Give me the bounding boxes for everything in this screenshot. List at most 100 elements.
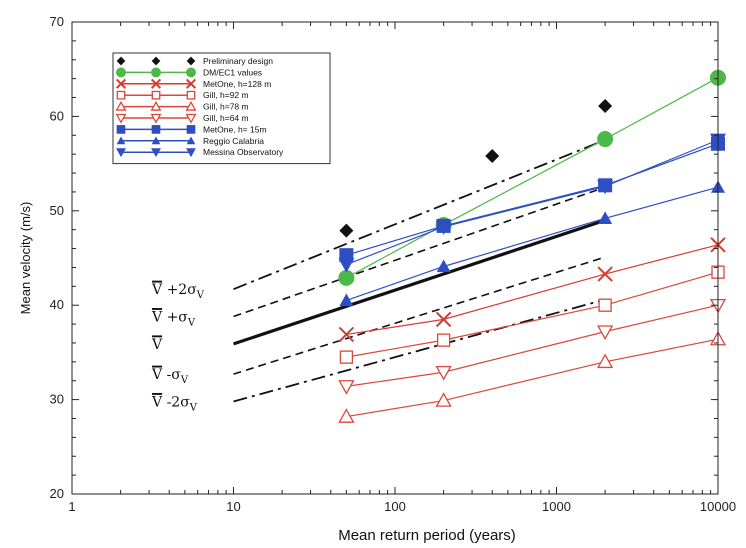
band-label-subscript: V (196, 290, 205, 301)
data-point (597, 179, 614, 195)
legend-marker (186, 148, 196, 158)
data-point (436, 333, 451, 347)
band-label-offset: +2σ (162, 282, 197, 298)
legend-marker (116, 56, 126, 66)
legend-entry: Gill, h=92 m (116, 90, 249, 100)
data-point (338, 326, 355, 343)
series-line (346, 186, 719, 302)
legend-entry: MetOne, h=128 m (115, 78, 271, 89)
legend-label: Messina Observatory (203, 147, 284, 157)
data-point (598, 211, 613, 224)
x-tick-label: 10000 (700, 499, 736, 514)
data-point (435, 220, 452, 235)
series-group (339, 180, 725, 307)
data-point (338, 408, 355, 423)
data-point (485, 149, 500, 164)
data-point (597, 353, 614, 369)
series-line (346, 143, 719, 256)
band-label-symbol: V (151, 394, 163, 410)
band-label-subscript: V (187, 318, 196, 329)
band-line (232, 218, 606, 346)
data-point (597, 325, 614, 340)
x-tick-label: 100 (384, 499, 406, 514)
legend-marker (116, 67, 126, 78)
band-label: V +2σV (151, 282, 205, 301)
legend-label: Gill, h=78 m (203, 102, 249, 112)
y-tick-label: 20 (50, 486, 64, 501)
statistical-band-lines (232, 139, 606, 403)
data-point (597, 266, 613, 282)
legend-marker (151, 90, 161, 100)
band-label: V +σV (151, 310, 196, 329)
band-label-offset: -2σ (162, 394, 190, 410)
legend-label: Preliminary design (203, 56, 273, 66)
legend-label: DM/EC1 values (203, 67, 262, 77)
band-line (233, 186, 606, 318)
data-point (338, 258, 355, 273)
legend-marker (185, 113, 197, 124)
band-label-symbol: V (151, 337, 163, 353)
data-point (436, 259, 451, 273)
legend-marker (186, 136, 196, 145)
legend-marker (151, 148, 161, 158)
data-point (435, 311, 452, 328)
legend-entry: MetOne, h= 15m (116, 124, 267, 134)
legend-marker (116, 136, 126, 145)
data-point (338, 269, 355, 286)
x-tick-label: 1 (68, 499, 75, 514)
x-tick-label: 10 (226, 499, 240, 514)
legend-marker (186, 67, 196, 78)
y-axis-label: Mean velocity (m/s) (18, 202, 33, 315)
series-line (346, 304, 719, 387)
legend-marker (116, 125, 126, 134)
legend-entry: Gill, h=64 m (115, 113, 249, 124)
band-label-offset: +σ (162, 310, 188, 326)
legend-entry: Gill, h=78 m (115, 100, 249, 112)
legend-marker (186, 90, 196, 100)
legend-marker (115, 78, 127, 89)
series-line (346, 271, 719, 358)
data-point (598, 99, 613, 114)
band-label-symbol: V (151, 282, 163, 298)
y-tick-label: 30 (50, 392, 64, 407)
series-group (338, 69, 726, 286)
band-label-subscript: V (180, 375, 189, 386)
legend-marker (115, 100, 127, 111)
legend-marker (150, 100, 162, 111)
x-axis-label: Mean return period (years) (338, 527, 516, 544)
series-group (339, 265, 725, 364)
legend-entry: Messina Observatory (116, 147, 284, 157)
data-point (597, 131, 614, 148)
band-label-offset: -σ (162, 367, 181, 383)
legend-marker (116, 90, 126, 100)
series-group (338, 330, 727, 423)
legend-marker (150, 78, 162, 89)
legend-marker (151, 56, 161, 66)
y-tick-label: 70 (50, 14, 64, 29)
legend-marker (185, 78, 197, 89)
data-point (598, 298, 612, 312)
data-point (339, 293, 354, 307)
band-label: V -σV (151, 367, 189, 386)
legend-entry: Preliminary design (116, 56, 273, 66)
band-line (233, 139, 606, 290)
data-point (435, 392, 452, 407)
series-line (346, 338, 719, 418)
x-tick-label: 1000 (542, 499, 571, 514)
band-label: V (151, 337, 163, 353)
legend-marker (151, 67, 161, 78)
legend-entry: Reggio Calabria (116, 136, 264, 146)
axis-ticks: 1 10 100 1000 10000 20 30 40 50 60 70 (50, 14, 737, 514)
y-tick-label: 50 (50, 203, 64, 218)
band-label-subscript: V (189, 402, 198, 413)
legend-marker (116, 148, 126, 158)
legend-marker (151, 125, 161, 134)
series-group (339, 99, 613, 238)
legend-marker (186, 56, 196, 66)
band-label-symbol: V (151, 310, 163, 326)
data-point (435, 365, 452, 381)
legend-label: MetOne, h=128 m (203, 79, 271, 89)
